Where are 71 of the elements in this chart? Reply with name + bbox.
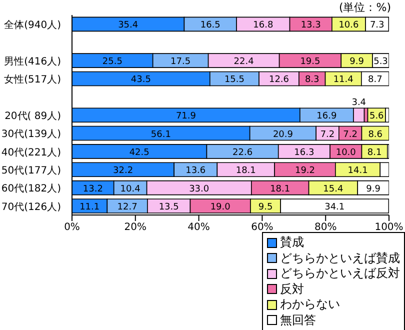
- data-label: 3.4: [352, 98, 366, 108]
- data-label: 13.2: [82, 184, 103, 194]
- data-label: 8.1: [367, 148, 382, 158]
- y-tick-label: 50代(177人): [1, 166, 62, 177]
- y-tick-label: 70代(126人): [1, 202, 62, 213]
- legend-label: わからない: [280, 297, 340, 312]
- y-tick-label: 女性(517人): [4, 74, 62, 86]
- data-label: 10.0: [336, 148, 356, 158]
- legend-label: どちらかといえば反対: [280, 266, 400, 282]
- data-label: 22.6: [232, 148, 253, 158]
- data-label: 13.6: [186, 166, 206, 176]
- data-label: 25.5: [102, 57, 122, 68]
- y-tick-label: 全体(940人): [4, 19, 62, 32]
- data-label: 7.2: [320, 130, 335, 140]
- data-label: 71.9: [176, 112, 196, 122]
- data-label: 12.7: [117, 202, 138, 212]
- text: (単位：%): [338, 0, 391, 15]
- y-tick-label: 男性(416人): [4, 55, 62, 68]
- y-tick-label: 20代( 89人): [4, 111, 62, 122]
- legend-label: 無回答: [280, 312, 316, 328]
- x-tick-label: 60%: [251, 222, 274, 234]
- data-label: 19.0: [210, 202, 231, 212]
- data-label: 15.4: [323, 184, 344, 194]
- data-label: 10.4: [120, 184, 141, 194]
- data-label: 16.8: [253, 20, 274, 31]
- data-label: 11.1: [80, 202, 100, 212]
- data-label: 17.5: [170, 57, 191, 68]
- data-label: 34.1: [324, 202, 345, 212]
- data-label: 16.3: [294, 148, 314, 158]
- data-label: 19.2: [294, 166, 316, 176]
- y-tick-label: 60代(182人): [1, 184, 62, 195]
- legend-label: 賛成: [280, 235, 304, 250]
- x-tick-label: 0%: [64, 222, 80, 234]
- data-label: 8.7: [368, 75, 382, 86]
- data-label: 13.5: [158, 202, 179, 212]
- data-label: 32.2: [113, 166, 134, 176]
- data-label: 14.1: [348, 166, 368, 176]
- legend-label: どちらかといえば賛成: [280, 250, 400, 266]
- data-label: 12.6: [268, 75, 290, 86]
- data-label: 9.9: [350, 57, 364, 68]
- legend-label: 反対: [280, 282, 304, 297]
- x-tick-label: 100%: [374, 222, 404, 234]
- data-label: 16.5: [200, 20, 220, 31]
- data-label: 10.6: [338, 20, 360, 31]
- data-label: 43.5: [130, 75, 151, 86]
- data-label: 16.9: [316, 112, 337, 122]
- x-tick-label: 20%: [124, 222, 147, 234]
- data-label: 5.3: [374, 57, 388, 68]
- data-label: 56.1: [150, 130, 171, 140]
- data-label: 9.5: [258, 202, 273, 212]
- data-label: 11.4: [333, 75, 354, 86]
- data-label: 13.3: [300, 20, 321, 31]
- y-tick-label: 30代(139人): [1, 129, 62, 140]
- data-label: 19.5: [300, 57, 320, 68]
- data-label: 18.1: [270, 184, 290, 194]
- data-label: 20.9: [272, 130, 294, 140]
- data-label: 35.4: [118, 20, 138, 31]
- data-label: 15.5: [224, 75, 244, 86]
- data-label: 9.9: [366, 184, 381, 194]
- data-label: 42.5: [129, 148, 150, 158]
- data-label: 7.3: [370, 20, 384, 31]
- data-label: 22.4: [234, 57, 254, 68]
- y-tick-label: 40代(221人): [1, 147, 62, 158]
- data-label: 7.2: [343, 130, 358, 140]
- x-tick-label: 80%: [314, 222, 337, 234]
- data-label: 33.0: [189, 184, 210, 194]
- x-tick-label: 40%: [188, 222, 210, 234]
- data-label: 8.3: [304, 75, 320, 86]
- data-label: 18.1: [236, 166, 256, 176]
- data-label: 5.6: [369, 112, 384, 122]
- data-label: 8.6: [368, 130, 383, 140]
